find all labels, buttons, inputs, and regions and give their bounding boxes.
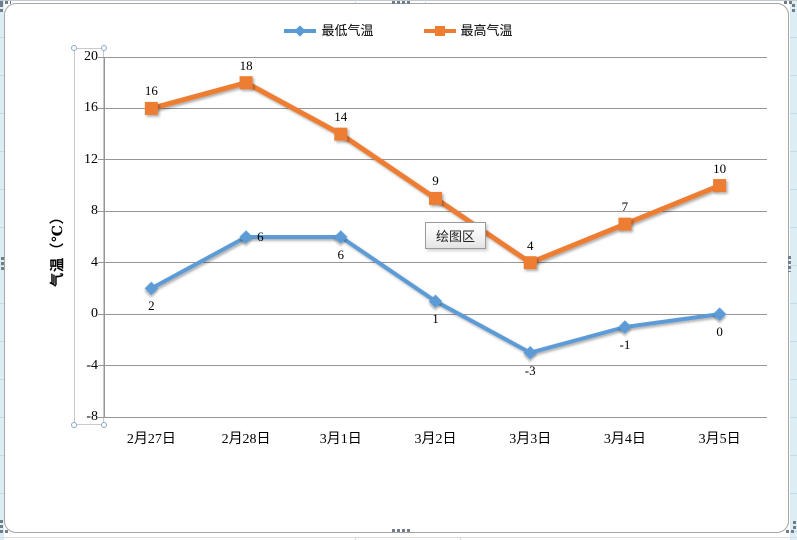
y-axis-tick [98, 210, 104, 212]
major-gridline [104, 56, 767, 58]
diamond-marker-icon [294, 25, 307, 37]
data-label[interactable]: 4 [526, 237, 534, 253]
worksheet-cell-line [425, 0, 426, 3]
y-axis-line [104, 57, 105, 417]
min-temp-line-swatch [284, 25, 317, 37]
major-gridline [104, 210, 767, 212]
chart-handle-bottom-left[interactable] [0, 530, 10, 533]
worksheet-cell-line [355, 537, 356, 540]
x-axis-category-label[interactable]: 2月28日 [221, 432, 271, 447]
x-axis-category-label[interactable]: 3月5日 [698, 432, 741, 447]
x-axis-category-label[interactable]: 3月4日 [603, 432, 646, 447]
chart-handle-top-right-v[interactable] [792, 4, 795, 12]
major-gridline [104, 416, 767, 418]
data-label[interactable]: 2 [148, 298, 155, 314]
worksheet-gridline-bottom [0, 537, 797, 538]
x-axis-category-label[interactable]: 2月27日 [126, 432, 176, 447]
worksheet-gridline-top [0, 0, 797, 1]
y-axis-tick [98, 107, 104, 109]
data-label[interactable]: 0 [716, 324, 723, 340]
worksheet-right-strip [790, 0, 797, 540]
data-label[interactable]: -3 [524, 362, 536, 378]
x-axis-category-label[interactable]: 3月2日 [414, 432, 457, 447]
y-axis-tick-label[interactable]: 20 [84, 49, 98, 64]
data-label[interactable]: 6 [337, 247, 345, 262]
chart-handle-bottom-left-v[interactable] [0, 520, 3, 529]
chart-handle-bottom-right-v[interactable] [793, 521, 796, 530]
y-axis-tick-label[interactable]: -8 [86, 409, 98, 424]
axis-selection-handle[interactable] [71, 45, 77, 51]
y-axis-tick-label[interactable]: 12 [84, 151, 98, 167]
data-label[interactable]: 1 [432, 311, 439, 327]
y-axis-tick [98, 416, 104, 418]
axis-selection-handle[interactable] [101, 45, 107, 51]
legend-item-min-temp[interactable]: 最低气温 [284, 23, 374, 39]
chart-handle-right-middle[interactable] [788, 256, 791, 272]
square-marker-icon [434, 26, 445, 36]
y-axis-tick [98, 56, 104, 58]
legend-label-max-temp: 最高气温 [460, 23, 513, 38]
chart-legend: 最低气温 最高气温 [0, 23, 797, 39]
chart-handle-top-center[interactable] [392, 1, 411, 4]
y-axis-tick-label[interactable]: -4 [86, 357, 98, 373]
y-axis-tick [98, 262, 104, 264]
chart-handle-top-left-v[interactable] [0, 4, 3, 13]
y-axis-tick-label[interactable]: 0 [91, 306, 98, 322]
data-label[interactable]: -1 [619, 337, 631, 352]
data-label[interactable]: 10 [713, 160, 727, 176]
major-gridline [104, 159, 767, 161]
axis-selection-handle[interactable] [71, 422, 77, 428]
chart-handle-left-middle[interactable] [1, 257, 4, 272]
major-gridline [104, 365, 767, 367]
chart-handle-top-left[interactable] [0, 1, 11, 4]
worksheet-cell-line [355, 0, 356, 3]
x-axis-category-label[interactable]: 3月1日 [319, 432, 362, 447]
y-axis-tick [98, 365, 104, 367]
plot-area-tooltip: 绘图区 [425, 222, 487, 249]
axis-selection-handle[interactable] [101, 422, 107, 428]
y-axis-tick-label[interactable]: 8 [91, 203, 98, 219]
x-axis-category-label[interactable]: 3月3日 [509, 432, 552, 447]
data-label[interactable]: 16 [144, 83, 158, 99]
data-label[interactable]: 14 [334, 109, 348, 125]
legend-label-min-temp: 最低气温 [321, 23, 374, 38]
y-axis-selection-box[interactable] [74, 48, 104, 425]
y-axis-tick-label[interactable]: 4 [91, 254, 98, 270]
y-axis-tick-label[interactable]: 16 [84, 100, 98, 116]
data-label[interactable]: 18 [239, 57, 253, 73]
major-gridline [104, 107, 767, 109]
y-axis-tick [98, 313, 104, 315]
legend-item-max-temp[interactable]: 最高气温 [423, 23, 513, 39]
data-label[interactable]: 6 [257, 229, 264, 244]
worksheet-cell-line [460, 537, 461, 540]
chart-handle-bottom-center[interactable] [392, 529, 411, 532]
chart-handle-top-right[interactable] [784, 1, 794, 4]
data-label[interactable]: 9 [432, 173, 439, 189]
y-axis-tick [98, 159, 104, 161]
data-label[interactable]: 7 [621, 199, 629, 215]
max-temp-line-swatch [423, 26, 456, 36]
chart-handle-bottom-right[interactable] [786, 530, 796, 533]
major-gridline [104, 262, 767, 264]
